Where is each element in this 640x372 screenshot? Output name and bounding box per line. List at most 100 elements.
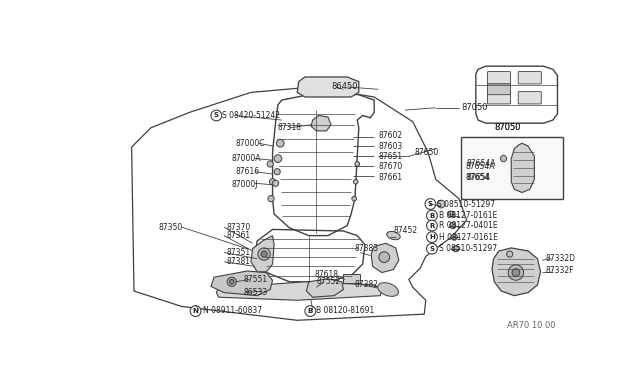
Text: 87654: 87654	[467, 173, 491, 182]
Circle shape	[274, 155, 282, 163]
Circle shape	[427, 210, 437, 221]
Circle shape	[448, 211, 454, 217]
Text: 87050: 87050	[461, 103, 488, 112]
Polygon shape	[297, 77, 359, 97]
Circle shape	[508, 265, 524, 280]
Circle shape	[512, 269, 520, 276]
Circle shape	[427, 232, 437, 243]
Text: 87552: 87552	[316, 277, 340, 286]
Text: 87383: 87383	[355, 244, 379, 253]
Text: H 08127-0161E: H 08127-0161E	[439, 232, 498, 242]
Text: 87332D: 87332D	[545, 254, 575, 263]
Text: R 08127-0401E: R 08127-0401E	[439, 221, 497, 230]
Text: 87661: 87661	[378, 173, 402, 182]
Text: S: S	[214, 112, 219, 118]
FancyBboxPatch shape	[488, 71, 511, 84]
Text: S: S	[429, 246, 435, 252]
Text: 87000C: 87000C	[236, 139, 265, 148]
Ellipse shape	[387, 231, 400, 240]
Text: 87670: 87670	[378, 162, 403, 171]
Text: B: B	[429, 212, 435, 219]
Text: S 08420-51242: S 08420-51242	[221, 111, 280, 120]
Text: 87603: 87603	[378, 142, 403, 151]
Polygon shape	[251, 235, 274, 272]
Circle shape	[451, 234, 458, 240]
Circle shape	[274, 169, 280, 175]
Text: B: B	[308, 308, 313, 314]
Text: 86533: 86533	[243, 288, 268, 297]
Circle shape	[450, 222, 456, 229]
Text: 87381: 87381	[227, 257, 250, 266]
Text: 87361: 87361	[227, 231, 250, 240]
Text: AR70 10 00: AR70 10 00	[507, 321, 555, 330]
Circle shape	[500, 155, 507, 162]
Text: 87000A: 87000A	[232, 154, 261, 163]
Circle shape	[211, 110, 221, 121]
Text: B 08127-0161E: B 08127-0161E	[439, 211, 497, 220]
FancyBboxPatch shape	[518, 71, 541, 84]
Circle shape	[507, 251, 513, 257]
Text: S 08510-51297: S 08510-51297	[437, 199, 495, 209]
Circle shape	[427, 243, 437, 254]
Text: 86450: 86450	[332, 83, 358, 92]
Text: 87000J: 87000J	[232, 180, 259, 189]
Circle shape	[353, 179, 358, 184]
Ellipse shape	[378, 283, 399, 296]
Text: 87654A: 87654A	[467, 160, 496, 169]
Circle shape	[425, 199, 436, 209]
Circle shape	[190, 306, 201, 317]
Circle shape	[379, 252, 390, 263]
Text: N 08911-60837: N 08911-60837	[204, 306, 262, 315]
Text: 87616: 87616	[236, 167, 260, 176]
Circle shape	[261, 251, 267, 257]
Text: R: R	[429, 222, 435, 228]
Circle shape	[305, 306, 316, 317]
Circle shape	[267, 161, 273, 167]
Polygon shape	[492, 248, 541, 296]
Circle shape	[230, 279, 234, 284]
Text: H: H	[429, 234, 435, 240]
Text: 87551: 87551	[243, 275, 268, 284]
Circle shape	[276, 140, 284, 147]
Polygon shape	[511, 143, 534, 192]
FancyBboxPatch shape	[488, 92, 511, 104]
Circle shape	[355, 162, 360, 166]
Circle shape	[268, 196, 274, 202]
Text: S: S	[428, 201, 433, 207]
Polygon shape	[307, 279, 344, 297]
Text: 87618: 87618	[314, 270, 338, 279]
Circle shape	[452, 246, 459, 252]
Text: 87350: 87350	[159, 222, 183, 232]
Polygon shape	[311, 115, 331, 131]
Text: 87318: 87318	[278, 123, 302, 132]
Circle shape	[269, 179, 276, 185]
Text: 87050: 87050	[494, 123, 521, 132]
Text: 87650: 87650	[414, 148, 438, 157]
Text: 87452: 87452	[394, 227, 417, 235]
Text: 87651: 87651	[378, 152, 402, 161]
FancyBboxPatch shape	[488, 84, 511, 95]
Circle shape	[427, 220, 437, 231]
Polygon shape	[216, 282, 382, 300]
Text: 87370: 87370	[227, 222, 251, 232]
Text: 87654: 87654	[465, 173, 490, 182]
Text: S 08510-51297: S 08510-51297	[439, 244, 497, 253]
Circle shape	[437, 200, 445, 208]
Polygon shape	[371, 243, 399, 273]
Text: N: N	[193, 308, 198, 314]
Circle shape	[227, 277, 236, 286]
Bar	[344, 274, 360, 283]
Circle shape	[352, 196, 356, 201]
Text: 87332F: 87332F	[545, 266, 573, 275]
Polygon shape	[211, 271, 273, 296]
Text: 87602: 87602	[378, 131, 402, 140]
Text: 87654A: 87654A	[465, 162, 495, 171]
Circle shape	[258, 248, 270, 260]
Text: 87382: 87382	[355, 280, 379, 289]
Text: 87050: 87050	[494, 123, 521, 132]
FancyBboxPatch shape	[518, 92, 541, 104]
Circle shape	[273, 180, 279, 186]
Text: 87351: 87351	[227, 248, 250, 257]
Bar	[461, 137, 563, 199]
Text: B 08120-81691: B 08120-81691	[316, 306, 374, 315]
